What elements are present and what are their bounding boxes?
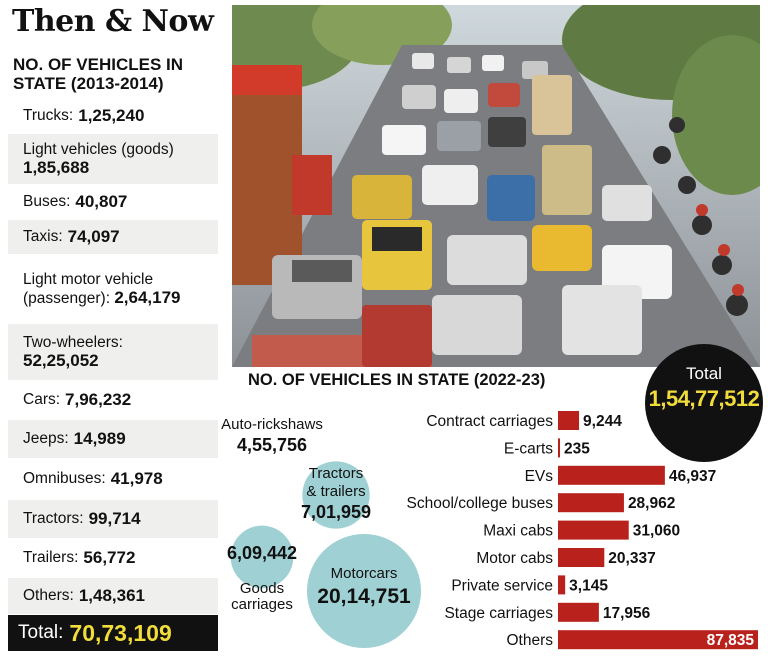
bubble-value-label: 4,55,756 [237, 435, 307, 455]
bar-category-label: Motor cabs [476, 550, 553, 567]
bar-category-label: Contract carriages [426, 413, 553, 430]
bubble-category-label: Auto-rickshaws [221, 416, 323, 433]
list-item-label: Buses: [23, 193, 71, 210]
list-item-value: 74,097 [67, 227, 120, 246]
bar-category-label: School/college buses [407, 495, 554, 512]
list-item: Taxis: 74,097 [8, 220, 218, 254]
page-title: Then & Now [12, 4, 214, 39]
bar-value-label: 28,962 [628, 495, 675, 512]
bubble-category-label: & trailers [306, 483, 365, 500]
bar-private-service [558, 575, 566, 595]
list-item: Jeeps: 14,989 [8, 420, 218, 458]
list-item: Others: 1,48,361 [8, 578, 218, 614]
bar-value-label: 3,145 [569, 577, 608, 594]
list-item-value: 14,989 [73, 429, 126, 448]
total-value: 70,73,109 [69, 619, 172, 646]
list-item-label: Two-wheelers: [23, 334, 123, 351]
bar-value-label: 46,937 [669, 468, 716, 485]
bar-evs [558, 465, 665, 485]
bubble-value-label: 6,09,442 [227, 543, 297, 563]
list-item-label: Taxis: [23, 228, 63, 245]
bar-contract-carriages [558, 411, 580, 430]
list-item-label: Jeeps: [23, 430, 69, 447]
list-item: Two-wheelers: 52,25,052 [8, 324, 218, 380]
bar-category-label: EVs [525, 468, 554, 485]
list-item-value: 7,96,232 [65, 390, 132, 409]
list-item-label: Tractors: [23, 510, 84, 527]
bar-stage-carriages [558, 602, 599, 622]
total-2022-label: Total [686, 364, 722, 383]
bubble-category-label: Motorcars [331, 565, 398, 582]
bar-others [558, 630, 758, 650]
bar-value-label: 235 [564, 440, 590, 457]
bubble-value-label: 7,01,959 [301, 502, 371, 522]
bar-value-label: 9,244 [583, 413, 622, 430]
list-item-value: 1,25,240 [78, 106, 145, 125]
bar-value-label: 17,956 [603, 605, 651, 622]
list-item-value: 1,48,361 [78, 586, 146, 605]
bar-value-label: 31,060 [633, 523, 680, 540]
list-item-label: Trailers: [23, 549, 79, 566]
list-item-value: 41,978 [110, 469, 163, 488]
list-item: Buses: 40,807 [8, 186, 218, 218]
bar-e-carts [558, 438, 560, 458]
traffic-photo [232, 5, 760, 367]
bar-maxi-cabs [558, 520, 629, 540]
total-label: Total: [18, 622, 64, 643]
list-item-value: 52,25,052 [23, 351, 99, 370]
bubble-2 [230, 525, 294, 589]
list-item-label: Others: [23, 587, 74, 604]
list-item: Light vehicles (goods) 1,85,688 [8, 134, 218, 184]
list-item: Cars: 7,96,232 [8, 382, 218, 418]
total-2022-value: 1,54,77,512 [648, 386, 760, 411]
list-item: Tractors: 99,714 [8, 500, 218, 538]
list-item-value: 99,714 [88, 509, 141, 528]
bubble-3 [307, 534, 421, 648]
list-item-value: 1,85,688 [23, 158, 90, 177]
list-item: Light motor vehicle (passenger): 2,64,17… [8, 256, 218, 322]
list-item-label: Omnibuses: [23, 470, 106, 487]
bar-category-label: Maxi cabs [483, 523, 553, 540]
bubble-category-label: Tractors [309, 465, 363, 482]
right-panel-heading: NO. OF VEHICLES IN STATE (2022-23) [248, 371, 546, 389]
left-panel-heading: NO. OF VEHICLES IN STATE (2013-2014) [13, 55, 184, 93]
bubble-category-label: carriages [231, 596, 293, 613]
list-item-value: 56,772 [83, 548, 136, 567]
bar-school-college-buses [558, 493, 624, 513]
bar-category-label: Private service [451, 577, 553, 594]
total-2013: Total: 70,73,109 [8, 615, 218, 651]
list-item-value: 40,807 [75, 192, 128, 211]
list-item-label: Trucks: [23, 107, 74, 124]
list-item-label: Light vehicles (goods) [23, 141, 174, 158]
bubble-category-label: Goods [240, 580, 284, 597]
bubble-1 [302, 461, 370, 529]
bar-value-label: 87,835 [707, 632, 755, 649]
list-item-label: Cars: [23, 391, 61, 408]
list-item: Trucks: 1,25,240 [8, 100, 218, 132]
bar-category-label: Stage carriages [444, 605, 553, 622]
left-panel: Then & Now NO. OF VEHICLES IN STATE (201… [0, 0, 228, 657]
list-item-value: 2,64,179 [114, 287, 181, 307]
traffic-photo-illustration [232, 5, 760, 367]
list-item: Omnibuses: 41,978 [8, 460, 218, 498]
bar-motor-cabs [558, 548, 605, 567]
bubble-value-label: 20,14,751 [317, 585, 411, 608]
list-item: Trailers: 56,772 [8, 540, 218, 576]
list-item-label: Light motor vehicle (passenger): [23, 270, 154, 307]
bar-category-label: E-carts [504, 440, 553, 457]
total-2022-circle: Total 1,54,77,512 [645, 344, 763, 462]
bar-value-label: 20,337 [608, 550, 655, 567]
bar-category-label: Others [506, 632, 553, 649]
